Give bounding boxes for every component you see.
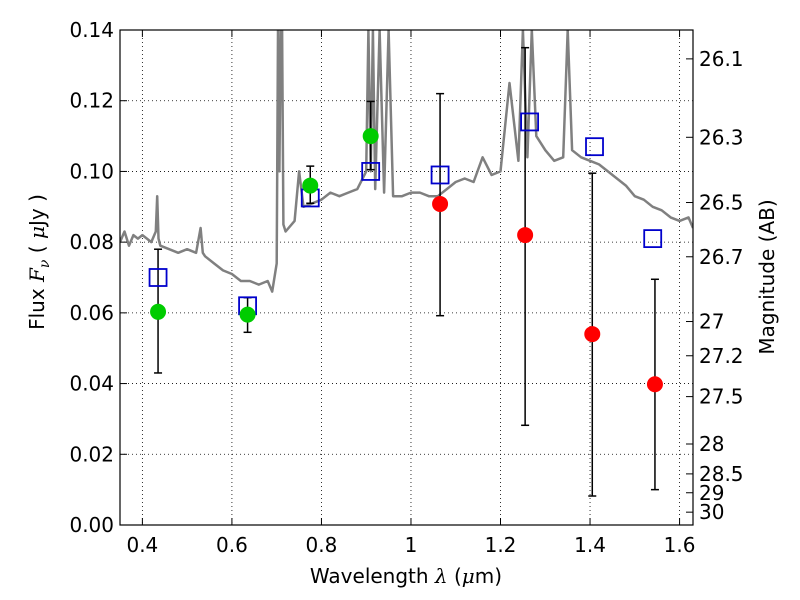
model-square-point [520, 112, 540, 132]
y2-tick-label: 28 [699, 432, 724, 456]
non-detection-point [432, 195, 449, 212]
model-square-point [148, 268, 168, 287]
y2-tick-label: 26.5 [699, 191, 744, 215]
y2-tick-label: 26.3 [699, 125, 744, 149]
y-tick-label: 0.08 [69, 230, 114, 254]
axis-ticks: 0.4 0.6 0.8 1 1.2 1.4 1.6 0.00 0.02 0.04 0.06 0.08 0… [69, 18, 743, 557]
model-square-point [430, 165, 450, 185]
y-tick-label: 0.06 [69, 301, 114, 325]
x-tick-label: 1 [405, 533, 418, 557]
y2-tick-label: 26.7 [699, 245, 744, 269]
y2-tick-label: 27 [699, 310, 724, 334]
y2-tick-label: 29 [699, 481, 724, 505]
x-tick-label: 0.4 [126, 533, 158, 557]
detection-point [150, 303, 167, 320]
non-detection-point [584, 326, 601, 343]
x-tick-label: 1.6 [664, 533, 696, 557]
y-tick-label: 0.12 [69, 89, 114, 113]
x-axis-label: Wavelength λ (μm) [310, 564, 502, 588]
model-square-point [585, 137, 604, 157]
y2-tick-label: 26.1 [699, 47, 744, 71]
detection-point [362, 128, 379, 145]
y2-tick-label: 28.5 [699, 462, 744, 486]
x-tick-label: 1.2 [485, 533, 517, 557]
non-detection-point [646, 376, 663, 393]
x-tick-label: 0.6 [216, 533, 248, 557]
x-tick-label: 0.8 [306, 533, 338, 557]
detection-point [302, 177, 319, 194]
spectrum-layer [120, 30, 693, 293]
non-detection-point [517, 227, 534, 244]
y2-tick-label: 27.2 [699, 344, 744, 368]
model-square-point [361, 162, 381, 181]
y2-axis-label: Magnitude (AB) [755, 199, 779, 354]
y2-tick-label: 27.5 [699, 385, 744, 409]
y-tick-label: 0.14 [69, 18, 114, 42]
y2-tick-label: 30 [699, 500, 724, 524]
data-points [148, 112, 663, 393]
detection-point [239, 306, 256, 323]
x-tick-label: 1.4 [574, 533, 606, 557]
plot-frame [119, 29, 694, 526]
y-tick-label: 0.04 [69, 372, 114, 396]
y-tick-label: 0.02 [69, 442, 114, 466]
model-square-point [643, 229, 663, 249]
spectrum-line [120, 30, 693, 293]
y-tick-label: 0.10 [69, 159, 114, 183]
y-tick-label: 0.00 [69, 513, 114, 537]
y-axis-label: Flux Fν ( μJy ) [25, 194, 53, 330]
grid-lines [120, 29, 693, 526]
